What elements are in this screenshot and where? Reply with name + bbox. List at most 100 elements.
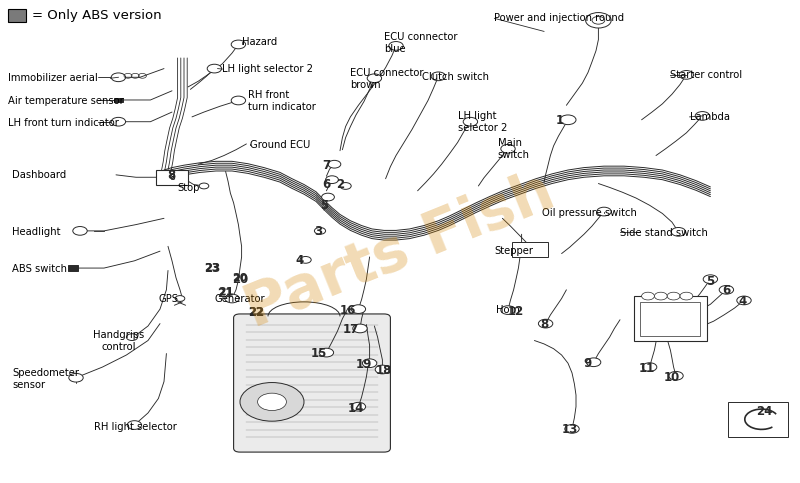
Circle shape xyxy=(322,193,334,201)
Circle shape xyxy=(127,421,142,429)
Bar xyxy=(634,296,707,341)
Circle shape xyxy=(111,73,126,82)
Text: 11: 11 xyxy=(638,362,654,374)
Circle shape xyxy=(231,40,246,49)
Text: ECU connector
blue: ECU connector blue xyxy=(384,32,458,55)
Circle shape xyxy=(69,373,83,382)
Text: Starter control: Starter control xyxy=(670,70,742,80)
Text: GPS: GPS xyxy=(158,295,178,304)
Circle shape xyxy=(319,348,334,357)
Text: Lambda: Lambda xyxy=(690,112,730,122)
Circle shape xyxy=(586,13,611,28)
Circle shape xyxy=(654,292,667,300)
Circle shape xyxy=(314,227,326,234)
Circle shape xyxy=(586,358,601,367)
Circle shape xyxy=(737,296,751,305)
Circle shape xyxy=(501,144,515,153)
Text: 8: 8 xyxy=(540,318,548,331)
Text: Clutch switch: Clutch switch xyxy=(422,72,490,82)
Text: 1: 1 xyxy=(556,114,564,127)
Circle shape xyxy=(695,112,710,120)
Circle shape xyxy=(199,183,209,189)
Text: Hazard: Hazard xyxy=(242,37,277,47)
Text: 3: 3 xyxy=(314,226,322,238)
Circle shape xyxy=(538,319,553,328)
Text: 13: 13 xyxy=(562,424,578,436)
Circle shape xyxy=(175,296,185,301)
Text: 8: 8 xyxy=(167,170,175,182)
Circle shape xyxy=(351,402,366,411)
Bar xyxy=(156,170,188,185)
Circle shape xyxy=(703,275,718,284)
Text: 18: 18 xyxy=(376,365,392,377)
Text: 19: 19 xyxy=(356,358,372,371)
Circle shape xyxy=(240,383,304,421)
Text: RH light selector: RH light selector xyxy=(94,423,178,432)
Bar xyxy=(512,242,548,257)
Bar xyxy=(68,265,78,271)
Text: 6: 6 xyxy=(322,178,330,191)
Text: Air temperature sensor: Air temperature sensor xyxy=(8,97,124,106)
Circle shape xyxy=(597,207,611,216)
Text: 2: 2 xyxy=(336,178,344,191)
Text: 24: 24 xyxy=(756,405,772,418)
Circle shape xyxy=(353,324,367,333)
Text: 20: 20 xyxy=(232,273,248,285)
Text: Headlight: Headlight xyxy=(12,227,61,237)
Text: Stepper: Stepper xyxy=(494,246,534,256)
Circle shape xyxy=(642,292,654,300)
Bar xyxy=(8,9,26,22)
Text: Parts Fish: Parts Fish xyxy=(237,163,563,339)
Circle shape xyxy=(680,292,693,300)
Text: Horn: Horn xyxy=(496,305,520,315)
Circle shape xyxy=(642,363,657,371)
Bar xyxy=(114,98,123,102)
Text: 7: 7 xyxy=(322,159,330,171)
Text: 15: 15 xyxy=(310,347,326,360)
Circle shape xyxy=(671,227,686,236)
Text: 23: 23 xyxy=(204,262,220,274)
Text: 17: 17 xyxy=(342,323,358,336)
FancyBboxPatch shape xyxy=(234,314,390,452)
Text: 5: 5 xyxy=(320,199,328,212)
Text: LH light
selector 2: LH light selector 2 xyxy=(458,111,508,133)
Text: Power and injection round: Power and injection round xyxy=(494,14,625,23)
Circle shape xyxy=(719,285,734,294)
Bar xyxy=(728,402,788,437)
Circle shape xyxy=(111,117,126,126)
Circle shape xyxy=(592,16,605,24)
Text: 5: 5 xyxy=(706,275,714,287)
Circle shape xyxy=(258,393,286,411)
Circle shape xyxy=(231,96,246,105)
Text: 16: 16 xyxy=(340,304,356,316)
Circle shape xyxy=(207,64,222,73)
Text: RH front
turn indicator: RH front turn indicator xyxy=(248,90,316,112)
Circle shape xyxy=(560,115,576,125)
Text: 4: 4 xyxy=(738,296,746,308)
Circle shape xyxy=(340,183,351,189)
Circle shape xyxy=(375,365,390,374)
Text: ECU connector
brown: ECU connector brown xyxy=(350,68,424,90)
Text: 12: 12 xyxy=(508,305,524,318)
Text: Side stand switch: Side stand switch xyxy=(620,228,708,238)
Text: 22: 22 xyxy=(248,307,264,316)
Text: Stop: Stop xyxy=(178,184,200,193)
Text: 9: 9 xyxy=(584,357,592,369)
Text: Main
switch: Main switch xyxy=(498,138,530,160)
Text: 21: 21 xyxy=(218,287,234,300)
Circle shape xyxy=(389,42,403,50)
Text: 22: 22 xyxy=(248,307,264,319)
Text: Generator: Generator xyxy=(214,295,265,304)
Circle shape xyxy=(326,176,338,184)
Circle shape xyxy=(431,72,446,81)
Circle shape xyxy=(351,305,366,313)
Circle shape xyxy=(679,71,694,79)
Circle shape xyxy=(463,117,478,126)
Text: 20: 20 xyxy=(232,273,248,283)
Text: 14: 14 xyxy=(348,402,364,414)
Circle shape xyxy=(328,160,341,168)
Text: Dashboard: Dashboard xyxy=(12,170,66,180)
Bar xyxy=(640,302,700,336)
Circle shape xyxy=(225,294,239,303)
Circle shape xyxy=(367,74,382,83)
